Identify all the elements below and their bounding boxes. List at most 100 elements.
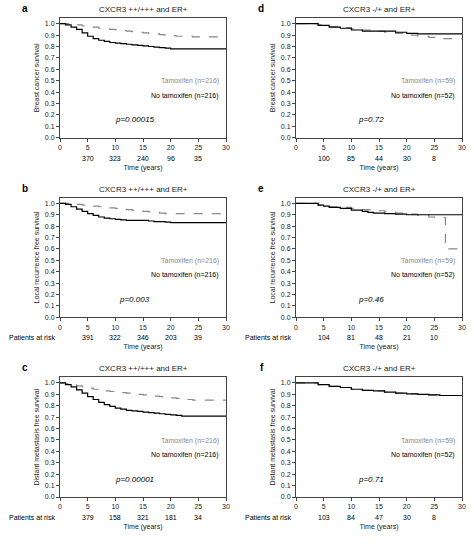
svg-text:8: 8 [432,514,436,521]
svg-text:1.0: 1.0 [45,20,55,27]
svg-text:5: 5 [86,324,90,331]
svg-text:Patients at risk: Patients at risk [245,514,291,521]
svg-text:0.0: 0.0 [45,134,55,141]
svg-text:0: 0 [294,324,298,331]
svg-text:0.8: 0.8 [45,223,55,230]
svg-text:379: 379 [82,514,94,521]
svg-text:0.6: 0.6 [45,66,55,73]
svg-text:Tamoxifen (n=216): Tamoxifen (n=216) [161,77,219,85]
svg-text:0.2: 0.2 [281,111,291,118]
svg-text:5: 5 [86,144,90,151]
svg-text:20: 20 [403,503,411,510]
svg-text:p=0.00015: p=0.00015 [115,115,155,124]
svg-text:0.1: 0.1 [45,302,55,309]
svg-text:p=0.00001: p=0.00001 [115,475,154,484]
svg-text:0.6: 0.6 [45,425,55,432]
svg-text:No tamoxifen (n=52): No tamoxifen (n=52) [391,451,455,459]
svg-text:48: 48 [375,334,383,341]
svg-text:Breast cancer survival: Breast cancer survival [33,43,40,112]
svg-text:0.1: 0.1 [281,302,291,309]
svg-text:No tamoxifen (n=52): No tamoxifen (n=52) [391,92,455,100]
svg-text:Distant metastasis free surviv: Distant metastasis free survival [33,388,40,485]
svg-text:20: 20 [167,324,175,331]
svg-text:104: 104 [318,334,330,341]
svg-text:0.0: 0.0 [45,493,55,500]
svg-text:10: 10 [347,503,355,510]
svg-text:10: 10 [111,503,119,510]
svg-text:322: 322 [109,334,121,341]
svg-text:Patients at risk: Patients at risk [245,334,291,341]
svg-text:0.9: 0.9 [45,32,55,39]
svg-text:10: 10 [347,324,355,331]
svg-text:Tamoxifen (n=59): Tamoxifen (n=59) [401,77,455,85]
svg-text:Time (years): Time (years) [359,164,398,172]
svg-text:0.3: 0.3 [281,280,291,287]
svg-text:0.1: 0.1 [45,482,55,489]
svg-text:Local recurrence free survival: Local recurrence free survival [33,211,40,303]
svg-text:Patients at risk: Patients at risk [9,514,55,521]
svg-text:0.7: 0.7 [281,414,291,421]
svg-text:5: 5 [322,324,326,331]
svg-text:c: c [22,362,28,373]
svg-text:15: 15 [375,144,383,151]
svg-text:5: 5 [322,144,326,151]
svg-text:10: 10 [347,144,355,151]
svg-text:Time (years): Time (years) [123,164,162,172]
svg-text:0: 0 [58,503,62,510]
svg-text:0.5: 0.5 [281,436,291,443]
svg-text:20: 20 [403,144,411,151]
svg-text:0.1: 0.1 [45,123,55,130]
svg-text:0.3: 0.3 [45,459,55,466]
svg-text:0.2: 0.2 [281,471,291,478]
svg-text:203: 203 [165,334,177,341]
svg-text:321: 321 [137,514,149,521]
svg-text:0.5: 0.5 [281,77,291,84]
svg-text:25: 25 [430,503,438,510]
svg-text:34: 34 [194,514,202,521]
svg-text:0.5: 0.5 [45,77,55,84]
svg-text:96: 96 [167,155,175,162]
svg-text:25: 25 [430,144,438,151]
svg-text:0.3: 0.3 [45,100,55,107]
svg-text:0.7: 0.7 [45,234,55,241]
svg-text:30: 30 [403,155,411,162]
svg-text:30: 30 [403,514,411,521]
svg-text:1.0: 1.0 [281,20,291,27]
svg-text:25: 25 [430,324,438,331]
svg-text:30: 30 [458,144,466,151]
svg-text:a: a [22,3,28,14]
svg-text:CXCR3 -/+ and ER+: CXCR3 -/+ and ER+ [343,185,416,194]
svg-text:0.3: 0.3 [45,280,55,287]
svg-text:Patients at risk: Patients at risk [9,334,55,341]
svg-text:10: 10 [111,144,119,151]
svg-text:5: 5 [86,503,90,510]
svg-text:0.3: 0.3 [281,100,291,107]
svg-text:8: 8 [432,155,436,162]
svg-text:0.5: 0.5 [45,257,55,264]
svg-text:0.2: 0.2 [45,111,55,118]
svg-text:0.2: 0.2 [281,291,291,298]
svg-text:1.0: 1.0 [45,200,55,207]
svg-text:30: 30 [458,503,466,510]
svg-text:85: 85 [347,155,355,162]
svg-text:25: 25 [194,503,202,510]
svg-text:f: f [260,362,264,373]
svg-text:0.8: 0.8 [281,43,291,50]
svg-text:0.4: 0.4 [45,89,55,96]
svg-text:0.4: 0.4 [281,89,291,96]
svg-text:Time (years): Time (years) [359,343,398,351]
svg-text:CXCR3 ++/+++ and ER+: CXCR3 ++/+++ and ER+ [99,364,188,373]
svg-text:0.8: 0.8 [45,43,55,50]
svg-text:15: 15 [139,503,147,510]
svg-text:p=0.71: p=0.71 [358,475,384,484]
svg-text:0.6: 0.6 [281,425,291,432]
svg-text:158: 158 [109,514,121,521]
svg-text:103: 103 [318,514,330,521]
svg-text:39: 39 [194,334,202,341]
svg-text:No tamoxifen (n=216): No tamoxifen (n=216) [151,451,219,459]
svg-text:100: 100 [318,155,330,162]
svg-text:0.7: 0.7 [281,54,291,61]
svg-text:346: 346 [137,334,149,341]
svg-text:e: e [258,183,264,194]
svg-text:0.0: 0.0 [281,314,291,321]
